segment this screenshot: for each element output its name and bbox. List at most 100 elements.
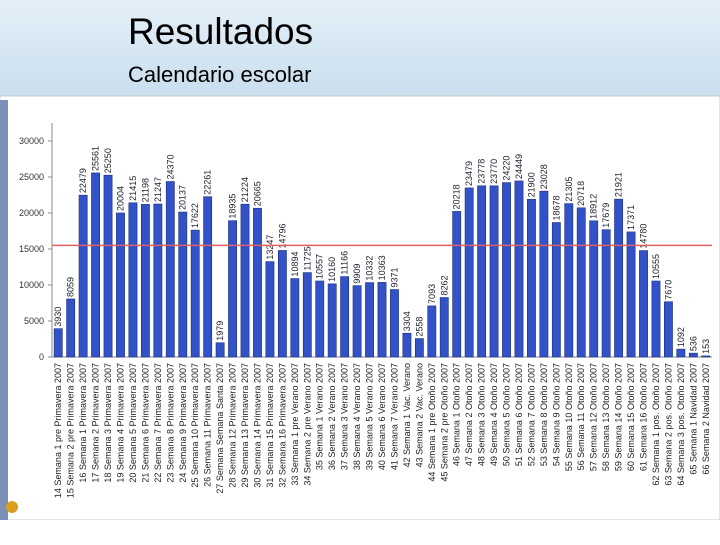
x-tick-label: 17 Semana 2 Primavera 2007 xyxy=(91,363,101,483)
bar xyxy=(527,199,536,358)
x-tick-label: 59 Semana 14 Otoño 2007 xyxy=(614,363,624,471)
x-tick-label: 57 Semana 12 Otoño 2007 xyxy=(589,363,599,471)
value-label: 23028 xyxy=(539,164,549,189)
bar xyxy=(103,174,113,358)
value-label: 11166 xyxy=(340,251,350,275)
bar xyxy=(489,185,499,358)
bar xyxy=(215,342,225,358)
value-label: 21921 xyxy=(614,172,624,197)
value-label: 14796 xyxy=(277,223,287,248)
x-tick-label: 47 Semana 2 Otoño 2007 xyxy=(464,363,474,466)
x-tick-label: 63 Semana 2 pos. Otoño 2007 xyxy=(663,363,673,486)
value-label: 10555 xyxy=(651,254,661,279)
x-tick-label: 35 Semana 1 Verano 2007 xyxy=(315,363,325,470)
value-label: 9371 xyxy=(389,267,399,287)
bar xyxy=(340,276,350,358)
x-tick-label: 48 Semana 3 Otoño 2007 xyxy=(477,363,487,466)
x-tick-label: 27 Semana Semana Santa 2007 xyxy=(215,363,225,494)
x-tick-label: 60 Semana 15 Otoño 2007 xyxy=(626,363,636,471)
x-tick-label: 40 Semana 6 Verano 2007 xyxy=(377,363,387,470)
value-label: 14780 xyxy=(639,224,649,249)
value-label: 25561 xyxy=(91,146,101,171)
value-label: 22261 xyxy=(203,170,213,195)
value-label: 21415 xyxy=(128,176,138,201)
x-tick-label: 38 Semana 4 Verano 2007 xyxy=(352,363,362,470)
bar xyxy=(477,185,487,358)
bar xyxy=(576,207,586,358)
y-tick-label: 5000 xyxy=(24,316,44,326)
bar xyxy=(589,220,599,358)
value-label: 20218 xyxy=(452,184,462,209)
bar xyxy=(352,285,362,358)
value-label: 2558 xyxy=(414,317,424,337)
y-tick-label: 30000 xyxy=(19,136,44,146)
bar xyxy=(253,207,262,358)
bar xyxy=(53,328,63,358)
value-label: 18935 xyxy=(228,194,238,219)
x-tick-label: 16 Semana 1 Primavera 2007 xyxy=(78,363,88,483)
x-tick-label: 24 Semana 9 Primavera 2007 xyxy=(178,363,188,483)
x-tick-label: 56 Semana 11 Otoño 2007 xyxy=(576,363,586,470)
bar xyxy=(365,282,374,358)
bar xyxy=(452,211,462,358)
x-tick-label: 23 Semana 8 Primavera 2007 xyxy=(165,363,175,483)
value-label: 21198 xyxy=(140,178,150,202)
value-label: 24220 xyxy=(502,156,512,181)
value-label: 536 xyxy=(688,336,698,351)
value-label: 17679 xyxy=(601,203,611,228)
value-label: 18678 xyxy=(551,195,561,220)
x-tick-label: 66 Semana 2 Navidad 2007 xyxy=(701,363,711,475)
value-label: 7670 xyxy=(663,280,673,300)
bar xyxy=(265,261,275,358)
x-tick-label: 50 Semana 5 Otoño 2007 xyxy=(502,363,512,466)
value-label: 20137 xyxy=(178,185,188,210)
icon[interactable] xyxy=(6,501,18,513)
bar xyxy=(688,352,698,358)
value-label: 20665 xyxy=(252,181,262,206)
side-strip xyxy=(0,100,8,520)
value-label: 9909 xyxy=(352,264,362,284)
bar xyxy=(614,198,624,358)
value-label: 3930 xyxy=(53,307,63,327)
bar xyxy=(153,203,163,358)
bar xyxy=(91,172,100,358)
value-label: 22479 xyxy=(78,168,88,193)
x-tick-label: 42 Semana 1 Vac. Verano xyxy=(402,363,412,467)
x-tick-label: 43 Semana 2 Vac. Verano xyxy=(414,363,424,467)
value-label: 1979 xyxy=(215,321,225,341)
value-label: 21224 xyxy=(240,177,250,202)
bar xyxy=(427,305,437,358)
bar xyxy=(651,280,661,358)
y-tick-label: 15000 xyxy=(19,244,44,254)
value-label: 24370 xyxy=(165,155,175,180)
bar xyxy=(551,222,561,358)
x-tick-label: 34 Semana 2 pre Verano 2007 xyxy=(302,363,312,486)
footer xyxy=(0,520,720,540)
bar xyxy=(116,212,125,358)
bar xyxy=(315,280,325,358)
value-label: 20718 xyxy=(576,181,586,206)
bar xyxy=(701,355,711,358)
bar xyxy=(228,220,237,358)
value-label: 25250 xyxy=(103,148,113,173)
bar xyxy=(178,211,188,358)
y-tick-label: 10000 xyxy=(19,280,44,290)
bar xyxy=(302,272,312,358)
x-tick-label: 28 Semana 12 Primavera 2007 xyxy=(228,363,238,488)
bar xyxy=(664,301,673,358)
x-tick-label: 19 Semana 4 Primavera 2007 xyxy=(115,363,125,483)
x-tick-label: 39 Semana 5 Verano 2007 xyxy=(365,363,375,470)
x-tick-label: 22 Semana 7 Primavera 2007 xyxy=(153,363,163,483)
x-tick-label: 58 Semana 13 Otoño 2007 xyxy=(601,363,611,471)
header-band xyxy=(0,0,720,96)
bar xyxy=(277,250,287,358)
value-label: 11725 xyxy=(302,246,312,270)
value-label: 153 xyxy=(701,339,711,354)
value-label: 10160 xyxy=(327,257,337,282)
value-label: 21900 xyxy=(526,172,536,197)
value-label: 17371 xyxy=(626,205,636,230)
y-tick-label: 20000 xyxy=(19,208,44,218)
value-label: 17622 xyxy=(190,203,200,228)
